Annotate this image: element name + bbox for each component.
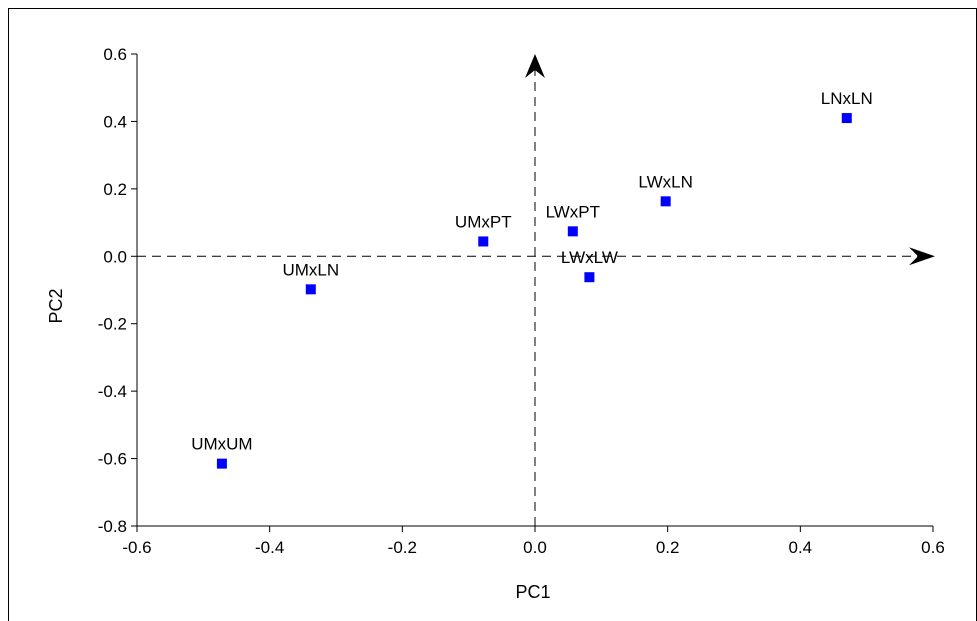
y-axis-title: PC2 [46, 288, 66, 323]
y-tick-label: -0.6 [98, 450, 127, 469]
x-tick-label: 0.2 [656, 538, 680, 557]
x-axis-title: PC1 [515, 582, 550, 602]
reference-axes [137, 54, 935, 526]
y-tick-label: -0.2 [98, 315, 127, 334]
y-tick-label: -0.4 [98, 382, 127, 401]
plot-axes [136, 54, 933, 527]
point-label: LWxLW [561, 248, 618, 267]
y-tick-label: 0.4 [103, 112, 127, 131]
data-point [584, 272, 595, 283]
x-tick-label: -0.4 [255, 538, 284, 557]
point-label: LNxLN [821, 89, 873, 108]
data-point [478, 236, 489, 247]
point-label: LWxPT [546, 202, 600, 221]
data-points: LNxLN LWxLN LWxPT UMxPT LWxLW UMxLN UMxUM [191, 89, 873, 469]
x-tick-label: -0.6 [122, 538, 151, 557]
x-axis-ticks: -0.6 -0.4 -0.2 0.0 0.2 0.4 0.6 [122, 526, 945, 557]
right-arrow-icon [909, 247, 935, 266]
data-point [305, 284, 316, 295]
data-point [216, 458, 227, 469]
x-tick-label: 0.4 [789, 538, 813, 557]
y-tick-label: 0.6 [103, 45, 127, 64]
data-point [567, 226, 578, 237]
y-tick-label: -0.8 [98, 517, 127, 536]
x-tick-label: -0.2 [388, 538, 417, 557]
y-axis-ticks: 0.6 0.4 0.2 0.0 -0.2 -0.4 -0.6 -0.8 [98, 45, 137, 536]
up-arrow-icon [525, 54, 545, 78]
y-tick-label: 0.0 [103, 247, 127, 266]
point-label: UMxLN [282, 260, 339, 279]
data-point [841, 113, 852, 124]
y-tick-label: 0.2 [103, 180, 127, 199]
point-label: UMxUM [191, 435, 252, 454]
point-label: UMxPT [455, 212, 512, 231]
x-tick-label: 0.0 [523, 538, 547, 557]
x-tick-label: 0.6 [921, 538, 945, 557]
data-point [660, 196, 671, 207]
point-label: LWxLN [638, 172, 692, 191]
